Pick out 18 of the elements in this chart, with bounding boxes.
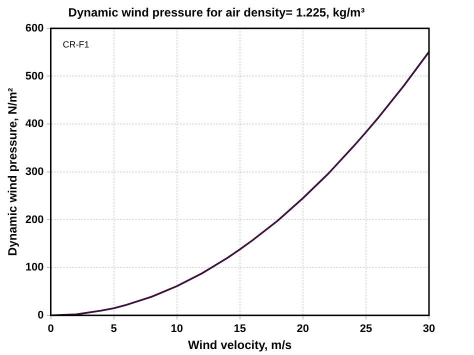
y-tick-label: 0 bbox=[38, 309, 44, 322]
x-axis-title: Wind velocity, m/s bbox=[188, 338, 292, 352]
x-tick-label: 30 bbox=[422, 323, 436, 336]
y-tick-label: 400 bbox=[25, 118, 44, 130]
x-tick-label: 0 bbox=[48, 323, 54, 336]
y-tick-label: 600 bbox=[25, 22, 44, 34]
y-axis-title: Dynamic wind pressure, N/m² bbox=[6, 88, 20, 256]
y-tick-label: 300 bbox=[25, 166, 44, 178]
y-tick-label: 100 bbox=[25, 262, 44, 274]
y-tick-label: 500 bbox=[25, 70, 44, 82]
annotation: CR-F1 bbox=[62, 39, 90, 50]
x-tick-label: 20 bbox=[296, 323, 310, 336]
x-tick-label: 10 bbox=[170, 323, 183, 336]
x-tick-label: 15 bbox=[234, 323, 246, 336]
x-tick-label: 25 bbox=[360, 323, 372, 336]
chart-title: Dynamic wind pressure for air density= 1.225, kg/m³ bbox=[68, 6, 365, 20]
y-tick-label: 200 bbox=[25, 214, 44, 226]
x-tick-label: 5 bbox=[110, 323, 117, 336]
